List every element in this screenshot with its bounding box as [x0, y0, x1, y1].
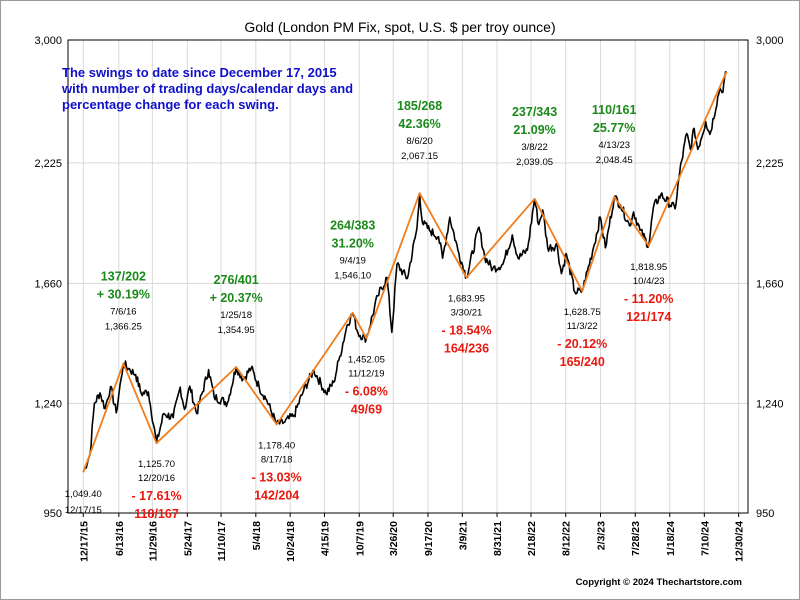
swing-day-count: 118/167	[134, 507, 179, 521]
y-tick-label-left: 1,660	[34, 278, 62, 290]
swing-day-count: 264/383	[330, 219, 375, 233]
x-tick-label: 12/30/24	[734, 521, 746, 562]
note-line-3: percentage change for each swing.	[62, 97, 279, 112]
x-axis-ticks: 12/17/15 6/13/16 11/29/16 5/24/17 11/10/17 5/…	[78, 513, 746, 562]
swing-date-label: 7/6/16	[110, 307, 136, 318]
x-tick-label: 3/9/21	[457, 521, 469, 550]
swing-percent-change: - 17.61%	[132, 489, 182, 503]
x-tick-label: 7/10/24	[699, 521, 711, 556]
swing-date-label: 1/25/18	[220, 310, 252, 321]
y-axis-ticks: 950 950 1,240 1,240 1,660 1,660 2,225 2,225 3,00…	[34, 35, 783, 520]
x-tick-label: 6/13/16	[114, 521, 126, 556]
swing-percent-change: 42.36%	[398, 117, 440, 131]
x-tick-label: 11/10/17	[216, 521, 228, 561]
x-tick-label: 3/26/20	[388, 521, 400, 556]
y-tick-label-left: 3,000	[34, 35, 62, 47]
swing-percent-change: 31.20%	[332, 237, 374, 251]
x-tick-label: 2/3/23	[595, 521, 607, 550]
x-tick-label: 5/24/17	[182, 521, 194, 556]
swing-date-label: 11/12/19	[348, 368, 384, 379]
y-tick-label-right: 1,240	[756, 398, 784, 410]
swing-date-label: 8/17/18	[261, 454, 293, 465]
y-tick-label-right: 2,225	[756, 158, 784, 170]
swing-date-label: 9/4/19	[339, 256, 365, 267]
swing-day-count: 237/343	[512, 105, 557, 119]
swing-day-count: 49/69	[351, 402, 382, 416]
swing-date-label: 3/8/22	[521, 142, 547, 153]
swing-day-count: 165/240	[560, 355, 605, 369]
y-tick-label-right: 950	[756, 508, 774, 520]
swing-date-label: 11/3/22	[567, 321, 598, 332]
y-tick-label-right: 3,000	[756, 35, 784, 47]
swing-value-label: 2,777.80	[694, 0, 731, 1]
swing-value-label: 1,354.95	[218, 325, 255, 336]
chart-title: Gold (London PM Fix, spot, U.S. $ per tr…	[244, 19, 555, 35]
x-tick-label: 11/29/16	[147, 521, 159, 561]
note-line-2: with number of trading days/calendar day…	[61, 81, 353, 96]
swing-value-label: 1,546.10	[334, 271, 371, 282]
plot-area	[67, 39, 749, 514]
swing-percent-change: + 20.37%	[210, 291, 263, 305]
swing-day-count: 164/236	[444, 342, 489, 356]
y-tick-label-left: 1,240	[34, 398, 62, 410]
y-tick-label-right: 1,660	[756, 278, 784, 290]
swing-value-label: 1,683.95	[448, 294, 485, 305]
swing-date-label: 12/20/16	[138, 473, 175, 484]
swing-value-label: 2,048.45	[596, 155, 633, 166]
swing-value-label: 2,067.15	[401, 151, 438, 162]
swing-date-label: 8/6/20	[406, 136, 432, 147]
swing-trend-line	[82, 71, 728, 473]
x-tick-label: 10/7/19	[354, 521, 366, 556]
swing-percent-change: - 11.20%	[624, 292, 673, 306]
swing-date-label: 12/17/15	[65, 505, 102, 516]
swing-day-count: 142/204	[254, 488, 299, 502]
x-tick-label: 1/18/24	[665, 521, 677, 556]
x-tick-label: 10/24/18	[285, 521, 297, 562]
x-tick-label: 5/4/18	[251, 521, 263, 550]
x-tick-label: 4/15/19	[320, 521, 332, 556]
swing-value-label: 1,178.40	[258, 440, 295, 451]
x-tick-label: 8/31/21	[492, 521, 504, 556]
swing-value-label: 2,039.05	[516, 157, 553, 168]
x-tick-label: 7/28/23	[630, 521, 642, 556]
x-tick-label: 9/17/20	[423, 521, 435, 556]
swing-day-count: 276/401	[214, 273, 259, 287]
swing-day-count: 121/174	[626, 310, 671, 324]
swing-percent-change: - 20.12%	[557, 337, 607, 351]
x-tick-label: 2/18/22	[526, 521, 538, 556]
swing-value-label: 1,125.70	[138, 459, 175, 470]
swing-date-label: 3/30/21	[451, 308, 483, 319]
swing-value-label: 1,049.40	[65, 489, 102, 500]
swing-date-label: 4/13/23	[598, 140, 630, 151]
swing-day-count: 110/161	[592, 103, 637, 117]
swing-date-label: 10/4/23	[633, 276, 665, 287]
swing-day-count: 185/268	[397, 99, 442, 113]
swing-percent-change: 25.77%	[593, 121, 635, 135]
x-tick-label: 12/17/15	[78, 521, 90, 562]
swing-annotations: 1,049.40 12/17/15 1,366.25 7/6/16 + 30.19% 13…	[65, 0, 731, 521]
swing-value-label: 1,628.75	[564, 307, 601, 318]
swing-percent-change: - 18.54%	[441, 324, 491, 338]
y-tick-label-left: 950	[44, 508, 62, 520]
note-line-1: The swings to date since December 17, 20…	[62, 65, 337, 80]
swing-day-count: 137/202	[101, 270, 146, 284]
swing-percent-change: - 13.03%	[252, 470, 302, 484]
swing-percent-change: 21.09%	[513, 123, 555, 137]
swing-value-label: 1,452.05	[348, 354, 385, 365]
swing-value-label: 1,818.95	[630, 262, 667, 273]
x-tick-label: 8/12/22	[561, 521, 573, 556]
swing-percent-change: - 6.08%	[345, 384, 388, 398]
copyright-text: Copyright © 2024 Thechartstore.com	[576, 577, 742, 588]
y-tick-label-left: 2,225	[34, 158, 62, 170]
swing-percent-change: + 30.19%	[97, 288, 150, 302]
swing-value-label: 1,366.25	[105, 322, 142, 333]
